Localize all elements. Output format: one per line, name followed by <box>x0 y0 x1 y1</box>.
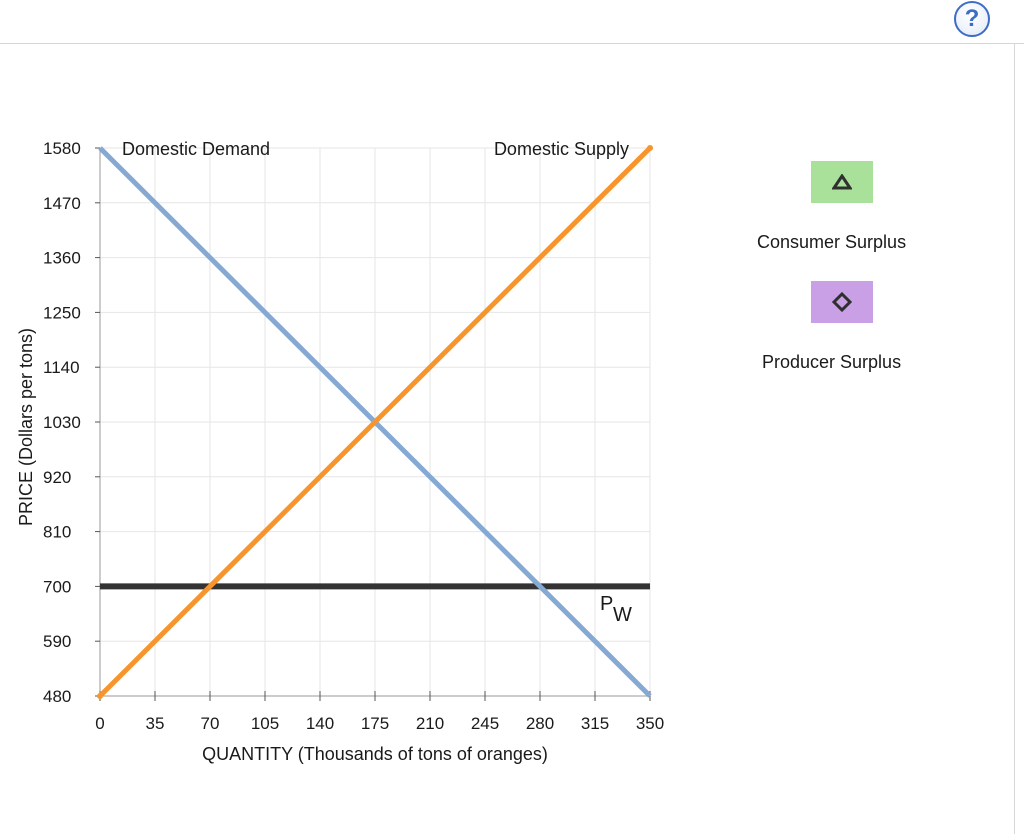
x-axis-title: QUANTITY (Thousands of tons of oranges) <box>202 744 548 764</box>
producer-surplus-label: Producer Surplus <box>762 352 902 372</box>
x-tick-label: 70 <box>201 714 220 733</box>
supply-curve <box>98 146 652 698</box>
x-tick-label: 245 <box>471 714 499 733</box>
x-tick-label: 140 <box>306 714 334 733</box>
help-icon: ? <box>964 5 980 32</box>
y-tick-label: 480 <box>43 687 71 706</box>
triangle-icon <box>832 174 852 190</box>
consumer-surplus-tool[interactable] <box>811 161 873 203</box>
x-tick-label: 175 <box>361 714 389 733</box>
supply-label: Domestic Supply <box>494 139 629 159</box>
panel-border <box>1014 44 1015 834</box>
y-tick-label: 1470 <box>43 194 81 213</box>
y-tick-label: 1030 <box>43 413 81 432</box>
x-tick-label: 105 <box>251 714 279 733</box>
y-tick-label: 1580 <box>43 139 81 158</box>
diamond-icon <box>832 292 852 312</box>
y-tick-label: 1140 <box>43 358 80 377</box>
x-tick-label: 280 <box>526 714 554 733</box>
y-tick-label: 920 <box>43 468 71 487</box>
x-tick-label: 350 <box>636 714 664 733</box>
supply-endpoint <box>647 145 653 151</box>
demand-label: Domestic Demand <box>122 139 270 159</box>
help-button[interactable]: ? <box>954 1 990 37</box>
world-price-label: P <box>600 593 613 615</box>
y-tick-label: 1360 <box>43 249 81 268</box>
y-tick-label: 810 <box>43 523 71 542</box>
x-tick-label: 315 <box>581 714 609 733</box>
y-axis-title: PRICE (Dollars per tons) <box>16 328 36 526</box>
supply-endpoint <box>97 693 103 699</box>
header-divider <box>0 43 1024 44</box>
producer-surplus-tool[interactable] <box>811 281 873 323</box>
x-tick-label: 0 <box>95 714 104 733</box>
y-tick-label: 700 <box>43 577 71 596</box>
y-tick-label: 590 <box>43 632 71 651</box>
y-tick-label: 1250 <box>43 303 81 322</box>
x-tick-label: 35 <box>146 714 165 733</box>
x-tick-label: 210 <box>416 714 444 733</box>
world-price-subscript: W <box>613 604 632 626</box>
consumer-surplus-label: Consumer Surplus <box>757 232 907 252</box>
